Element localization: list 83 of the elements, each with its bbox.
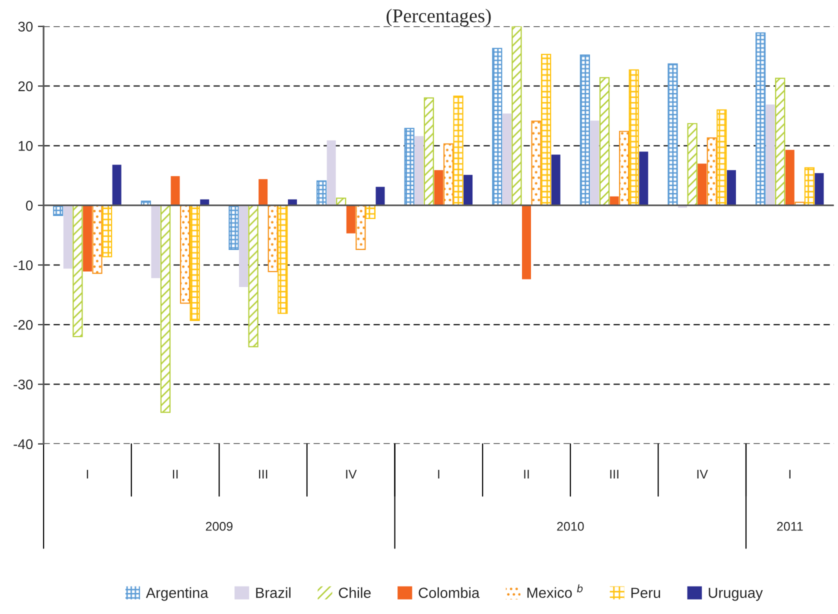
bar (698, 164, 707, 206)
y-tick-label: 30 (18, 22, 33, 32)
bar (239, 205, 248, 288)
x-tick-label: I (86, 470, 88, 478)
bar (72, 204, 83, 338)
bar (414, 136, 424, 206)
bar (687, 123, 698, 206)
bar (443, 143, 454, 206)
bar (346, 205, 356, 234)
x-tick-label: II (172, 470, 178, 478)
text: 2011 (777, 522, 803, 531)
bar (190, 204, 200, 322)
bar (726, 170, 736, 206)
bar (112, 164, 122, 206)
y-tick-label: 10 (18, 141, 33, 151)
bar (804, 167, 815, 206)
x-tick-label: I (438, 470, 440, 478)
legend-label: Uruguay (708, 588, 763, 601)
y-tick-label: -40 (14, 439, 33, 450)
bar (599, 77, 610, 206)
bar (258, 179, 268, 206)
bar (492, 48, 502, 206)
bar (278, 204, 288, 314)
bar (628, 69, 639, 206)
bar (551, 154, 560, 206)
bar (92, 204, 102, 274)
bar (785, 150, 794, 206)
bar (531, 120, 542, 206)
bar (756, 32, 766, 206)
bar (639, 152, 648, 206)
bar (180, 204, 190, 304)
bar (365, 204, 376, 220)
bar (706, 137, 717, 206)
bar (619, 130, 630, 206)
bar (376, 186, 385, 206)
bar (766, 104, 775, 206)
bar (63, 205, 72, 269)
legend-label: Peru (631, 588, 660, 598)
bar (590, 120, 600, 206)
bar (434, 170, 444, 206)
text: 2010 (557, 522, 584, 531)
bar (522, 205, 531, 280)
bar (160, 204, 171, 413)
y-tick-label: -30 (14, 380, 33, 390)
bar (356, 204, 366, 250)
bar (512, 26, 522, 206)
bar (502, 113, 512, 206)
y-tick-label: 0 (26, 200, 33, 211)
x-tick-label: III (610, 470, 618, 478)
bar (668, 63, 678, 206)
y-tick-label: -20 (14, 320, 33, 330)
bar (268, 204, 278, 272)
y-tick-label: 20 (18, 81, 33, 92)
legend-label: Mexico $^{b}$ (527, 584, 583, 598)
legend-label: Brazil (256, 587, 290, 598)
bar (541, 54, 552, 206)
x-tick-label: IV (346, 470, 357, 478)
bar (814, 173, 824, 206)
bar (424, 97, 434, 206)
bar (316, 180, 327, 206)
bar (404, 128, 414, 206)
bar (102, 204, 112, 258)
x-tick-label: IV (697, 470, 708, 478)
x-tick-label: II (524, 470, 529, 478)
text: 2009 (206, 522, 232, 531)
x-tick-label: I (789, 470, 790, 478)
bar (151, 205, 160, 278)
bar (453, 96, 464, 206)
legend-label: Chile (338, 587, 371, 598)
legend-label: Argentina (146, 587, 208, 601)
x-tick-label: III (259, 470, 268, 478)
y-tick-label: -10 (14, 260, 33, 270)
bar (716, 109, 727, 206)
bar (775, 78, 786, 206)
bar (580, 54, 590, 206)
bar (82, 205, 92, 272)
bar (464, 174, 473, 206)
bar (326, 140, 336, 206)
legend-label: Colombia (418, 587, 480, 598)
bar (170, 176, 180, 206)
chart-title: (Percentages) (386, 8, 491, 26)
bar (228, 204, 239, 250)
bar (248, 204, 258, 348)
